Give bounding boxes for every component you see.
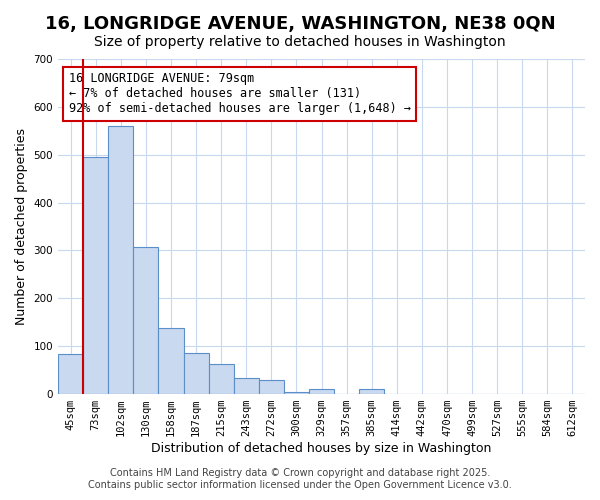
Y-axis label: Number of detached properties: Number of detached properties xyxy=(15,128,28,325)
Bar xyxy=(133,246,158,394)
Text: 16 LONGRIDGE AVENUE: 79sqm
← 7% of detached houses are smaller (131)
92% of semi: 16 LONGRIDGE AVENUE: 79sqm ← 7% of detac… xyxy=(68,72,410,116)
Bar xyxy=(284,392,309,394)
Bar xyxy=(209,364,233,394)
Bar xyxy=(58,354,83,394)
Bar xyxy=(83,157,108,394)
Text: Size of property relative to detached houses in Washington: Size of property relative to detached ho… xyxy=(94,35,506,49)
X-axis label: Distribution of detached houses by size in Washington: Distribution of detached houses by size … xyxy=(151,442,492,455)
Bar xyxy=(233,378,259,394)
Bar xyxy=(259,380,284,394)
Text: Contains HM Land Registry data © Crown copyright and database right 2025.
Contai: Contains HM Land Registry data © Crown c… xyxy=(88,468,512,490)
Text: 16, LONGRIDGE AVENUE, WASHINGTON, NE38 0QN: 16, LONGRIDGE AVENUE, WASHINGTON, NE38 0… xyxy=(44,15,556,33)
Bar xyxy=(184,354,209,394)
Bar xyxy=(108,126,133,394)
Bar xyxy=(359,390,384,394)
Bar xyxy=(158,328,184,394)
Bar xyxy=(309,390,334,394)
